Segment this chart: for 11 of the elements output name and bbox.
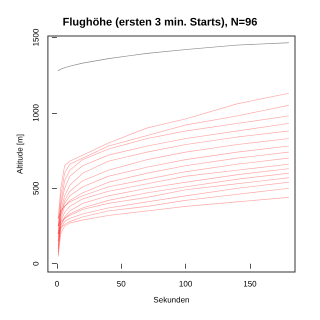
x-tick-label: 100 bbox=[178, 280, 193, 288]
y-tick-label: 0 bbox=[31, 260, 40, 266]
chart-title: Flughöhe (ersten 3 min. Starts), N=96 bbox=[62, 16, 258, 28]
x-tick-label: 50 bbox=[116, 280, 126, 288]
y-axis-title: Altitude [m] bbox=[16, 134, 24, 174]
y-tick-label: 1500 bbox=[31, 28, 40, 46]
x-tick-label: 0 bbox=[54, 280, 60, 288]
x-tick-label: 150 bbox=[243, 280, 258, 288]
x-axis-title: Sekunden bbox=[153, 296, 190, 304]
y-tick-label: 500 bbox=[31, 181, 40, 195]
y-tick-label: 1000 bbox=[31, 103, 40, 122]
